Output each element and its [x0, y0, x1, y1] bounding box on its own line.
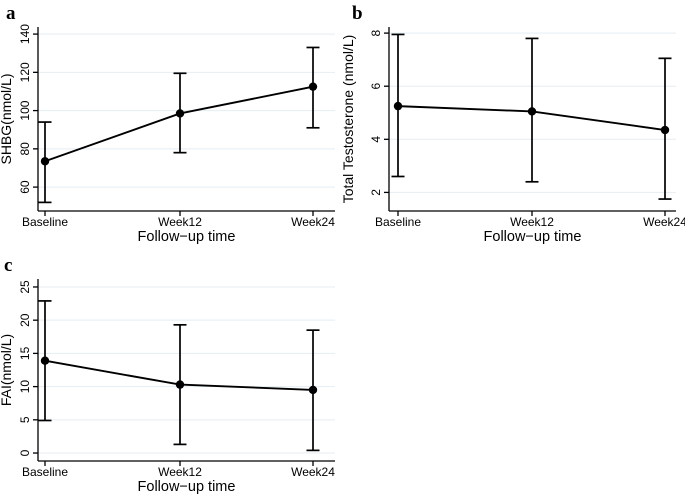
x-axis-title: Follow−up time	[484, 229, 582, 245]
y-tick-label: 6	[369, 83, 383, 90]
x-tick-label: Baseline	[22, 215, 68, 229]
x-tick-label: Baseline	[22, 465, 68, 479]
y-tick-label: 100	[18, 100, 32, 120]
data-point-marker	[527, 107, 537, 116]
chart-panel-c: 0 5 10 15 20 25 Baseline Week12 Week24 FAI(nmol/L…	[0, 255, 335, 495]
y-tick-label: 5	[18, 416, 32, 423]
y-tick-label: 140	[18, 24, 32, 44]
data-point-marker	[175, 380, 185, 389]
y-tick-label: 120	[18, 62, 32, 82]
x-tick-label: Week12	[510, 215, 554, 229]
data-point-marker	[40, 157, 50, 166]
panel-letter: c	[4, 255, 12, 276]
y-tick-label: 0	[18, 449, 32, 456]
y-tick-label: 2	[369, 189, 383, 196]
data-point-marker	[660, 125, 670, 135]
panel-letter: b	[352, 3, 363, 24]
x-tick-label: Week12	[158, 215, 202, 229]
chart-panel-a: 60 80 100 120 140 Baseline Week12 Week24 SHBG(nm…	[0, 3, 335, 245]
data-point-marker	[308, 385, 318, 395]
y-tick-label: 10	[18, 380, 32, 394]
x-tick-label: Baseline	[375, 215, 421, 229]
x-tick-label: Week12	[158, 465, 202, 479]
data-line	[44, 85, 314, 163]
data-point-marker	[40, 356, 50, 365]
data-point-marker	[393, 101, 403, 111]
x-axis-title: Follow−up time	[138, 229, 236, 245]
data-point-marker	[175, 109, 185, 118]
x-axis-title: Follow−up time	[138, 479, 236, 495]
data-point-marker	[308, 82, 318, 91]
x-tick-label: Week24	[291, 215, 335, 229]
panel-letter: a	[6, 3, 16, 24]
x-tick-label: Week24	[291, 465, 335, 479]
y-tick-label: 25	[18, 280, 32, 294]
x-tick-label: Week24	[643, 215, 685, 229]
y-tick-label: 8	[369, 29, 383, 36]
y-axis-title: SHBG(nmol/L)	[0, 73, 14, 164]
y-tick-label: 20	[18, 313, 32, 327]
y-axis-title: Total Testosterone (nmol/L)	[340, 35, 356, 204]
y-tick-label: 80	[18, 142, 32, 156]
y-tick-label: 60	[18, 180, 32, 194]
y-axis-title: FAI(nmol/L)	[0, 334, 14, 406]
chart-panel-b: 2 4 6 8 Baseline Week12 Week24 Total Testostero…	[340, 3, 685, 245]
y-tick-label: 4	[369, 136, 383, 143]
y-tick-label: 15	[18, 346, 32, 360]
